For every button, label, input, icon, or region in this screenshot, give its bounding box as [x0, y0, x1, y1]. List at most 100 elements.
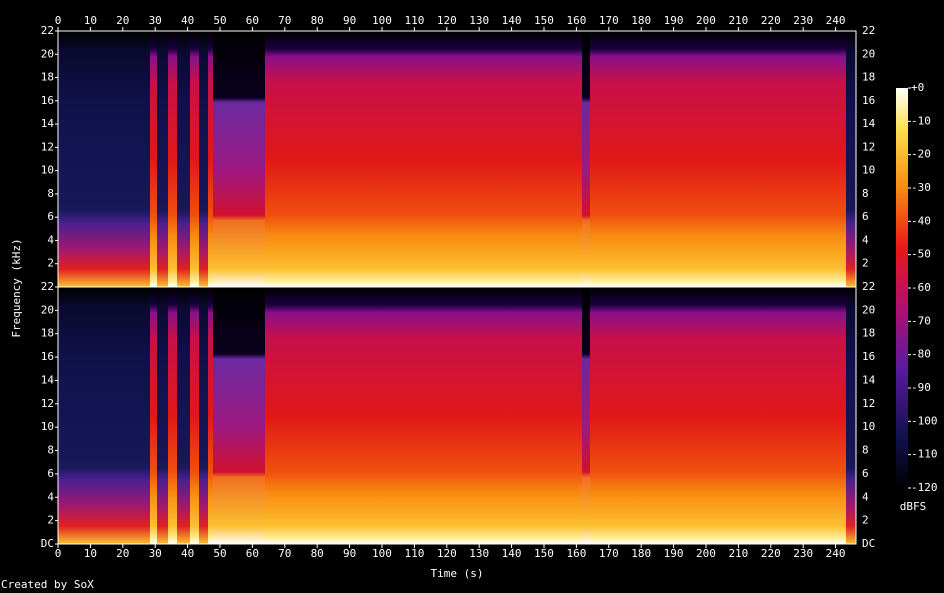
x-tick-label: 130	[469, 547, 489, 560]
y-tick-label-right: 6	[862, 210, 869, 223]
x-tick-label-top: 70	[278, 14, 291, 27]
spectrogram-texture	[177, 287, 190, 544]
x-tick-label-top: 40	[181, 14, 194, 27]
spectrogram-texture	[582, 31, 590, 287]
y-axis-label: Frequency (kHz)	[10, 238, 23, 337]
colorbar-tick-label: -110	[911, 448, 938, 461]
y-tick-label: 16	[41, 350, 54, 363]
x-tick-label-top: 100	[372, 14, 392, 27]
y-tick-label: 4	[47, 233, 54, 246]
x-tick-label: 70	[278, 547, 291, 560]
x-tick-label: 220	[761, 547, 781, 560]
colorbar-tick-label: -100	[911, 414, 938, 427]
spectrogram-texture	[590, 287, 846, 544]
x-tick-label-top: 130	[469, 14, 489, 27]
y-tick-label-right: 18	[862, 71, 875, 84]
x-axis-label: Time (s)	[431, 567, 484, 580]
spectrogram-texture	[199, 31, 208, 287]
y-tick-label: DC	[41, 537, 54, 550]
y-tick-label: 20	[41, 303, 54, 316]
x-tick-label-top: 80	[311, 14, 324, 27]
x-tick-label-top: 20	[116, 14, 129, 27]
x-tick-label-top: 180	[631, 14, 651, 27]
y-tick-label: 18	[41, 327, 54, 340]
y-tick-label: 4	[47, 490, 54, 503]
spectrogram-texture	[846, 287, 856, 544]
y-tick-label-right: 10	[862, 164, 875, 177]
y-tick-label-right: DC	[862, 537, 875, 550]
colorbar-tick-label: -20	[911, 148, 931, 161]
spectrogram-texture	[199, 287, 208, 544]
spectrogram-texture	[58, 287, 150, 544]
y-tick-label: 8	[47, 187, 54, 200]
spectrogram-texture	[265, 287, 582, 544]
spectrogram-texture	[190, 287, 199, 544]
x-tick-label: 210	[728, 547, 748, 560]
y-tick-label: 18	[41, 71, 54, 84]
spectrogram-texture	[177, 31, 190, 287]
x-tick-label: 20	[116, 547, 129, 560]
colorbar-tick-label: -40	[911, 214, 931, 227]
x-tick-label: 180	[631, 547, 651, 560]
x-tick-label-top: 220	[761, 14, 781, 27]
y-tick-label-right: 8	[862, 187, 869, 200]
x-tick-label-top: 200	[696, 14, 716, 27]
colorbar-tick-label: -60	[911, 281, 931, 294]
x-tick-label: 10	[84, 547, 97, 560]
colorbar-tick-label: -70	[911, 314, 931, 327]
spectrogram-texture	[208, 31, 213, 287]
y-tick-label-right: 14	[862, 117, 876, 130]
y-tick-label-right: 14	[862, 373, 876, 386]
y-tick-label-right: 20	[862, 47, 875, 60]
x-tick-label: 140	[502, 547, 522, 560]
spectrogram-texture	[168, 31, 177, 287]
y-tick-label-right: 16	[862, 94, 875, 107]
y-tick-label-right: 12	[862, 140, 875, 153]
y-tick-label: 22	[41, 280, 54, 293]
y-tick-label-right: 18	[862, 327, 875, 340]
y-tick-label: 8	[47, 444, 54, 457]
x-tick-label: 120	[437, 547, 457, 560]
x-tick-label-top: 50	[213, 14, 226, 27]
x-tick-label: 90	[343, 547, 356, 560]
x-tick-label-top: 30	[149, 14, 162, 27]
x-tick-label: 110	[404, 547, 424, 560]
x-tick-label: 50	[213, 547, 226, 560]
spectrogram-texture	[157, 31, 168, 287]
x-tick-label: 80	[311, 547, 324, 560]
y-tick-label-right: 4	[862, 490, 869, 503]
y-tick-label-right: 4	[862, 233, 869, 246]
x-tick-label-top: 170	[599, 14, 619, 27]
spectrogram-texture	[213, 31, 265, 287]
colorbar-label: dBFS	[900, 500, 927, 513]
y-tick-label-right: 22	[862, 280, 875, 293]
y-tick-label: 12	[41, 140, 54, 153]
spectrogram-texture	[150, 31, 157, 287]
colorbar-tick-label: -120	[911, 481, 938, 494]
x-tick-label-top: 160	[566, 14, 586, 27]
x-tick-label-top: 150	[534, 14, 554, 27]
spectrogram-texture	[582, 287, 590, 544]
y-tick-label-right: 10	[862, 420, 875, 433]
spectrogram-texture	[190, 31, 199, 287]
y-tick-label: 2	[47, 514, 54, 527]
y-tick-label-right: 8	[862, 444, 869, 457]
spectrogram-texture	[265, 31, 582, 287]
colorbar-tick-label: -90	[911, 381, 931, 394]
x-tick-label-top: 90	[343, 14, 356, 27]
x-tick-label: 200	[696, 547, 716, 560]
y-tick-label: 10	[41, 164, 54, 177]
spectrogram-texture	[846, 31, 856, 287]
x-tick-label: 60	[246, 547, 259, 560]
y-tick-label: 6	[47, 210, 54, 223]
y-tick-label: 22	[41, 24, 54, 37]
spectrogram-texture	[208, 287, 213, 544]
x-tick-label-top: 190	[664, 14, 684, 27]
x-tick-label-top: 120	[437, 14, 457, 27]
x-tick-label-top: 140	[502, 14, 522, 27]
y-tick-label: 12	[41, 397, 54, 410]
spectrogram-texture	[58, 31, 150, 287]
x-tick-label-top: 240	[826, 14, 846, 27]
x-tick-label: 190	[664, 547, 684, 560]
